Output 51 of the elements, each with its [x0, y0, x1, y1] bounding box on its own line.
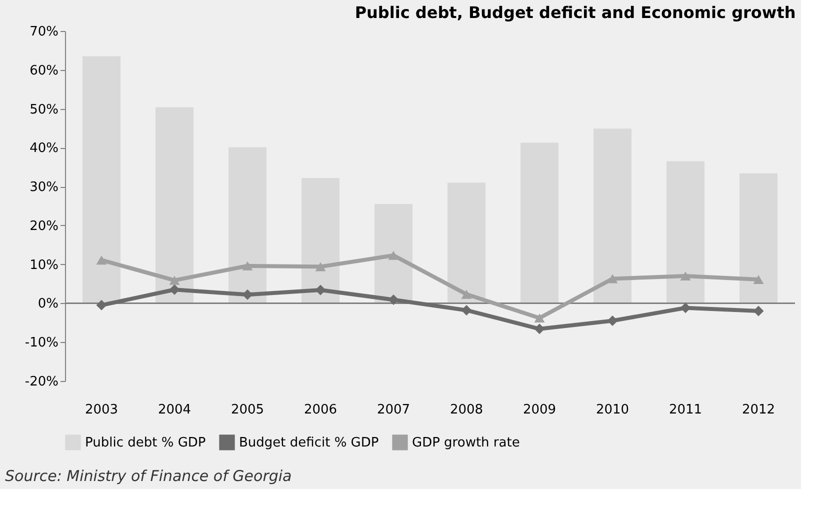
bar	[374, 204, 412, 304]
point	[753, 274, 764, 284]
legend-label: Budget deficit % GDP	[239, 435, 379, 450]
point	[315, 262, 326, 272]
point	[607, 315, 618, 326]
point	[315, 284, 326, 296]
bar	[82, 56, 120, 304]
legend-label: Public debt % GDP	[85, 435, 206, 450]
y-tick-label: 70%	[30, 24, 58, 40]
bar	[594, 128, 632, 304]
point	[680, 271, 691, 281]
point	[169, 276, 180, 285]
bar	[740, 173, 778, 304]
y-tick-label: -20%	[24, 374, 58, 390]
legend-label: GDP growth rate	[412, 435, 520, 450]
chart-title: Public debt, Budget deficit and Economic growth	[354, 3, 796, 22]
point	[534, 313, 545, 323]
bar	[302, 178, 340, 304]
y-tick-label: 60%	[30, 63, 58, 78]
bar	[666, 161, 704, 304]
bar	[228, 147, 266, 304]
point	[607, 274, 618, 284]
x-tick-label: 2005	[230, 402, 264, 418]
y-tick-label: 50%	[30, 102, 58, 118]
point	[96, 256, 107, 265]
point	[388, 294, 399, 305]
x-tick-label: 2004	[158, 402, 192, 418]
x-tick-label: 2008	[450, 402, 484, 418]
point	[753, 306, 764, 316]
x-tick-label: 2006	[304, 402, 338, 418]
y-tick-label: 30%	[30, 180, 58, 196]
point	[461, 290, 472, 299]
bar	[156, 107, 194, 304]
y-tick-label: -10%	[24, 336, 58, 351]
bar	[448, 182, 486, 304]
y-tick-label: 20%	[30, 218, 58, 234]
x-tick-label: 2003	[84, 402, 118, 418]
y-tick-label: 40%	[30, 141, 58, 156]
bar	[520, 142, 558, 304]
source-note: Source: Ministry of Finance of Georgia	[5, 467, 292, 485]
x-tick-label: 2007	[376, 402, 410, 418]
x-tick-label: 2010	[596, 402, 630, 418]
y-tick-label: 0%	[38, 296, 58, 312]
point	[388, 250, 399, 260]
point	[461, 304, 472, 316]
x-tick-label: 2009	[522, 402, 556, 418]
point	[242, 261, 253, 270]
point	[96, 300, 107, 310]
y-tick-label: 10%	[30, 258, 58, 273]
x-tick-label: 2011	[668, 402, 702, 418]
x-tick-label: 2012	[742, 402, 776, 418]
